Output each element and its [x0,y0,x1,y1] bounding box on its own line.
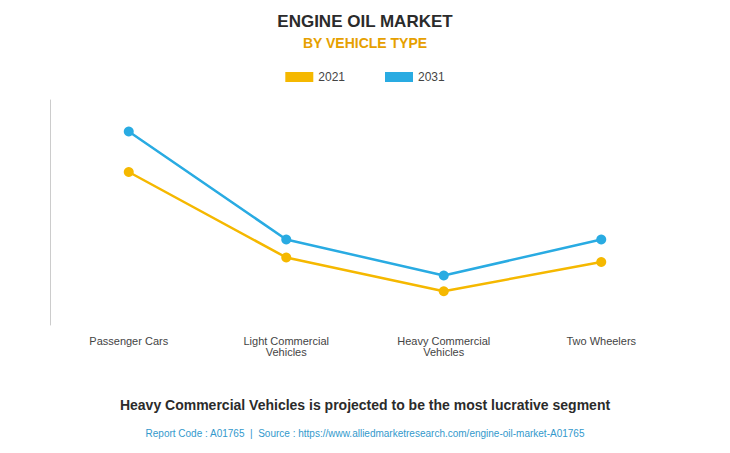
svg-text:Heavy Commercial: Heavy Commercial [397,334,491,347]
svg-text:Vehicles: Vehicles [266,346,307,358]
svg-text:ENGINE OIL MARKET: ENGINE OIL MARKET [277,12,453,31]
svg-text:2031: 2031 [418,70,445,84]
svg-text:Heavy Commercial Vehicles is p: Heavy Commercial Vehicles is projected t… [120,397,611,413]
svg-text:Light Commercial: Light Commercial [243,334,329,347]
svg-text:2021: 2021 [318,70,345,84]
svg-text:Passenger Cars: Passenger Cars [89,335,168,347]
svg-text:Two Wheelers: Two Wheelers [566,335,636,347]
svg-text:Vehicles: Vehicles [423,346,464,358]
svg-text:BY VEHICLE TYPE: BY VEHICLE TYPE [303,35,427,51]
svg-text:Report Code : A01765 | Sourc: Report Code : A01765 | Source : https://… [146,428,585,439]
